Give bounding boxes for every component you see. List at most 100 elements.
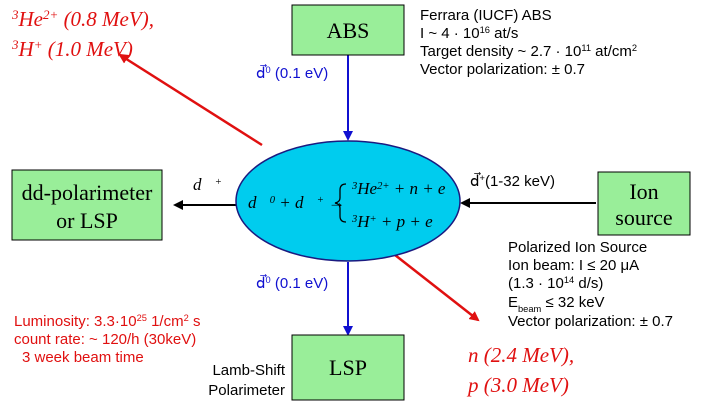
luminosity: count rate: ~ 120/h (30keV) — [14, 331, 196, 348]
superscript: + — [317, 195, 324, 206]
text-run: d⃗ — [248, 193, 270, 212]
text-run: n — [468, 343, 479, 367]
text-run: d⃗ — [470, 171, 481, 190]
text-run: (1-32 keV) — [485, 173, 555, 190]
text-run: (3.0 MeV) — [479, 373, 569, 397]
reaction: 3H+ + p + e — [351, 212, 433, 231]
text-run: or LSP — [56, 208, 118, 233]
text-run: He — [18, 7, 44, 31]
superscript: + — [370, 214, 377, 225]
luminosity: 3 week beam time — [22, 349, 144, 366]
text-run: LSP — [329, 355, 367, 380]
abs-box — [291, 4, 405, 56]
ion-info: (1.3 · 1014 d/s) — [508, 275, 603, 292]
ion-info: Ion beam: I ≤ 20 μA — [508, 257, 639, 274]
text-run: H — [356, 212, 371, 231]
text-run: Target density ~ 2.7 · 10 — [420, 43, 581, 60]
text-run: at/s — [490, 25, 518, 42]
text-run: at/cm — [591, 43, 632, 60]
product: n (2.4 MeV), — [468, 343, 574, 367]
text-run: I ~ 4 · 10 — [420, 25, 480, 42]
text-run: + p + e — [377, 212, 433, 231]
abs-info: Ferrara (IUCF) ABS — [420, 7, 552, 24]
text-run: 3 week beam time — [22, 349, 144, 366]
arrow — [394, 254, 480, 322]
subscript: beam — [518, 304, 542, 314]
superscript: 3 — [11, 7, 19, 22]
text-run: Ion — [629, 179, 658, 204]
product: 3H+ (1.0 MeV) — [11, 37, 133, 62]
arrow-label: d⃗+ — [193, 175, 222, 194]
left-box-label: dd-polarimeter — [22, 180, 153, 205]
text-run: d⃗ — [193, 175, 215, 194]
text-run: Luminosity: 3.3·10 — [14, 313, 137, 330]
superscript: + — [480, 173, 485, 183]
text-run: (0.1 eV) — [271, 275, 329, 292]
abs-info: Target density ~ 2.7 · 1011 at/cm2 — [420, 43, 637, 60]
superscript: 2+ — [377, 181, 389, 192]
text-run: ABS — [327, 18, 370, 43]
text-run: Vector polarization: ± 0.7 — [508, 313, 673, 330]
superscript: 0 — [266, 65, 271, 75]
text-run: (1.0 MeV) — [42, 37, 132, 61]
text-run: source — [615, 205, 672, 230]
superscript: 11 — [581, 43, 591, 53]
superscript: 3 — [351, 214, 357, 225]
lsp-box — [291, 334, 405, 401]
superscript: 25 — [137, 313, 147, 323]
text-run: He — [356, 179, 377, 198]
superscript: + — [34, 37, 43, 52]
abs-info: I ~ 4 · 1016 at/s — [420, 25, 518, 42]
text-run: 1/cm — [147, 313, 184, 330]
superscript: 2 — [184, 313, 189, 323]
ion-info: Vector polarization: ± 0.7 — [508, 313, 673, 330]
superscript: 16 — [480, 25, 490, 35]
lsp-label: LSP — [329, 355, 367, 380]
superscript: 3 — [351, 181, 357, 192]
text-run: (2.4 MeV), — [479, 343, 575, 367]
superscript: + — [215, 177, 222, 188]
text-run: s — [189, 313, 201, 330]
text-run: (0.1 eV) — [271, 65, 329, 82]
left-box — [11, 169, 163, 241]
ion-box-label: source — [615, 205, 672, 230]
text-run: E — [508, 294, 518, 311]
luminosity: Luminosity: 3.3·1025 1/cm2 s — [14, 313, 200, 330]
ion-info: Polarized Ion Source — [508, 239, 647, 256]
text-run: + d⃗ — [275, 193, 317, 212]
target-ellipse — [235, 140, 461, 262]
abs-info: Vector polarization: ± 0.7 — [420, 61, 585, 78]
reaction: d⃗0 + d⃗+ → — [248, 193, 345, 212]
superscript: 2 — [632, 43, 637, 53]
abs-label: ABS — [327, 18, 370, 43]
text-run: ≤ 32 keV — [541, 294, 604, 311]
text-run: dd-polarimeter — [22, 180, 153, 205]
arrow — [118, 53, 263, 147]
text-run: (1.3 · 10 — [508, 275, 564, 292]
ion-info: Ebeam ≤ 32 keV — [508, 294, 605, 314]
text-run: Ferrara (IUCF) ABS — [420, 7, 552, 24]
text-run: → — [324, 193, 345, 212]
superscript: 3 — [11, 37, 19, 52]
ion-box — [597, 171, 691, 236]
beam-label: d⃗0 (0.1 eV) — [256, 273, 328, 292]
text-run: Ion beam: I ≤ 20 μA — [508, 257, 639, 274]
product: 3He2+ (0.8 MeV), — [11, 7, 154, 32]
superscript: 0 — [270, 195, 276, 206]
text-run: Vector polarization: ± 0.7 — [420, 61, 585, 78]
text-run: Polarized Ion Source — [508, 239, 647, 256]
lsp-caption: Lamb-Shift — [212, 362, 285, 379]
text-run: count rate: ~ 120/h (30keV) — [14, 331, 196, 348]
text-run: Lamb-Shift — [212, 362, 285, 379]
product: p (3.0 MeV) — [466, 373, 569, 397]
brace — [334, 183, 347, 223]
superscript: 14 — [564, 275, 574, 285]
reaction: 3He2+ + n + e — [351, 179, 446, 198]
left-box-label: or LSP — [56, 208, 118, 233]
superscript: 0 — [266, 275, 271, 285]
lsp-caption: Polarimeter — [208, 382, 285, 399]
text-run: + n + e — [389, 179, 445, 198]
text-run: Polarimeter — [208, 382, 285, 399]
superscript: 2+ — [43, 7, 58, 22]
